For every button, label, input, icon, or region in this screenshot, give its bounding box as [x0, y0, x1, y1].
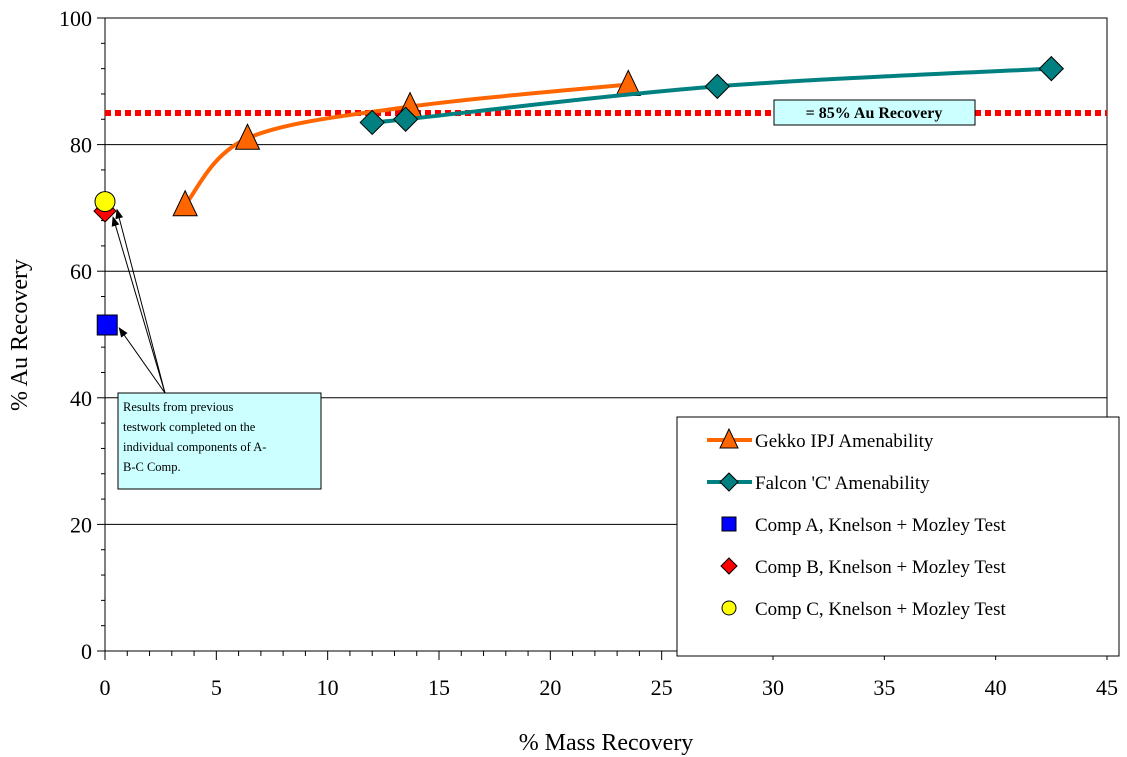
- data-point-series-1: [704, 73, 731, 100]
- legend-marker-4: [721, 600, 737, 616]
- series: [93, 55, 1065, 336]
- x-tick-label: 20: [539, 675, 561, 700]
- annotation-text-line: individual components of A-: [123, 440, 266, 454]
- x-tick-label: 45: [1096, 675, 1118, 700]
- data-point-series-0: [615, 69, 642, 96]
- x-tick-label: 5: [211, 675, 222, 700]
- reference-label-box: [773, 99, 976, 126]
- annotation-arrow: [115, 208, 166, 394]
- x-tick-label: 35: [873, 675, 895, 700]
- data-point-series-4: [94, 191, 116, 213]
- data-point-series-0: [172, 189, 198, 217]
- series-line-0: [183, 82, 629, 207]
- legend-marker-0: [719, 427, 739, 449]
- y-axis-title: % Au Recovery: [7, 259, 33, 411]
- reference-label: = 85% Au Recovery: [806, 105, 943, 122]
- legend-marker-3: [720, 557, 738, 575]
- data-point-series-0: [234, 123, 261, 150]
- x-axis-title: % Mass Recovery: [519, 730, 694, 756]
- legend-label-3: Comp B, Knelson + Mozley Test: [755, 557, 1006, 578]
- data-point-series-1: [1038, 55, 1065, 82]
- y-tick-label: 20: [70, 512, 92, 537]
- data-point-series-1: [392, 106, 419, 132]
- annotation-arrow: [111, 216, 166, 394]
- data-point-series-1: [359, 109, 385, 136]
- legend-marker-1: [719, 472, 739, 492]
- x-tick-label: 30: [762, 675, 784, 700]
- annotation-text-line: B-C Comp.: [123, 460, 181, 474]
- legend-box: [676, 416, 1120, 657]
- legend-label-4: Comp C, Knelson + Mozley Test: [755, 599, 1006, 620]
- y-tick-label: 60: [70, 259, 92, 284]
- legend: Gekko IPJ Amenability Falcon 'C' Amenabil…: [676, 416, 1120, 657]
- x-tick-label: 25: [651, 675, 673, 700]
- y-tick-label: 80: [70, 133, 92, 158]
- annotation: Results from previous testwork completed …: [111, 208, 322, 490]
- legend-label-2: Comp A, Knelson + Mozley Test: [755, 515, 1006, 536]
- annotation-text-line: Results from previous: [123, 400, 234, 414]
- legend-marker-2: [721, 516, 737, 532]
- y-tick-label: 100: [59, 6, 92, 31]
- y-tick-label: 0: [81, 639, 92, 664]
- reference-line: = 85% Au Recovery: [105, 99, 1107, 126]
- annotation-arrow: [118, 327, 166, 394]
- y-tick-label: 40: [70, 386, 92, 411]
- data-point-series-2: [96, 314, 118, 336]
- annotation-box: [117, 392, 322, 490]
- legend-label-0: Gekko IPJ Amenability: [755, 431, 934, 452]
- x-tick-label: 0: [100, 675, 111, 700]
- x-tick-label: 10: [317, 675, 339, 700]
- x-tick-label: 40: [985, 675, 1007, 700]
- legend-label-1: Falcon 'C' Amenability: [755, 473, 930, 494]
- x-tick-label: 15: [428, 675, 450, 700]
- annotation-text-line: testwork completed on the: [123, 420, 256, 434]
